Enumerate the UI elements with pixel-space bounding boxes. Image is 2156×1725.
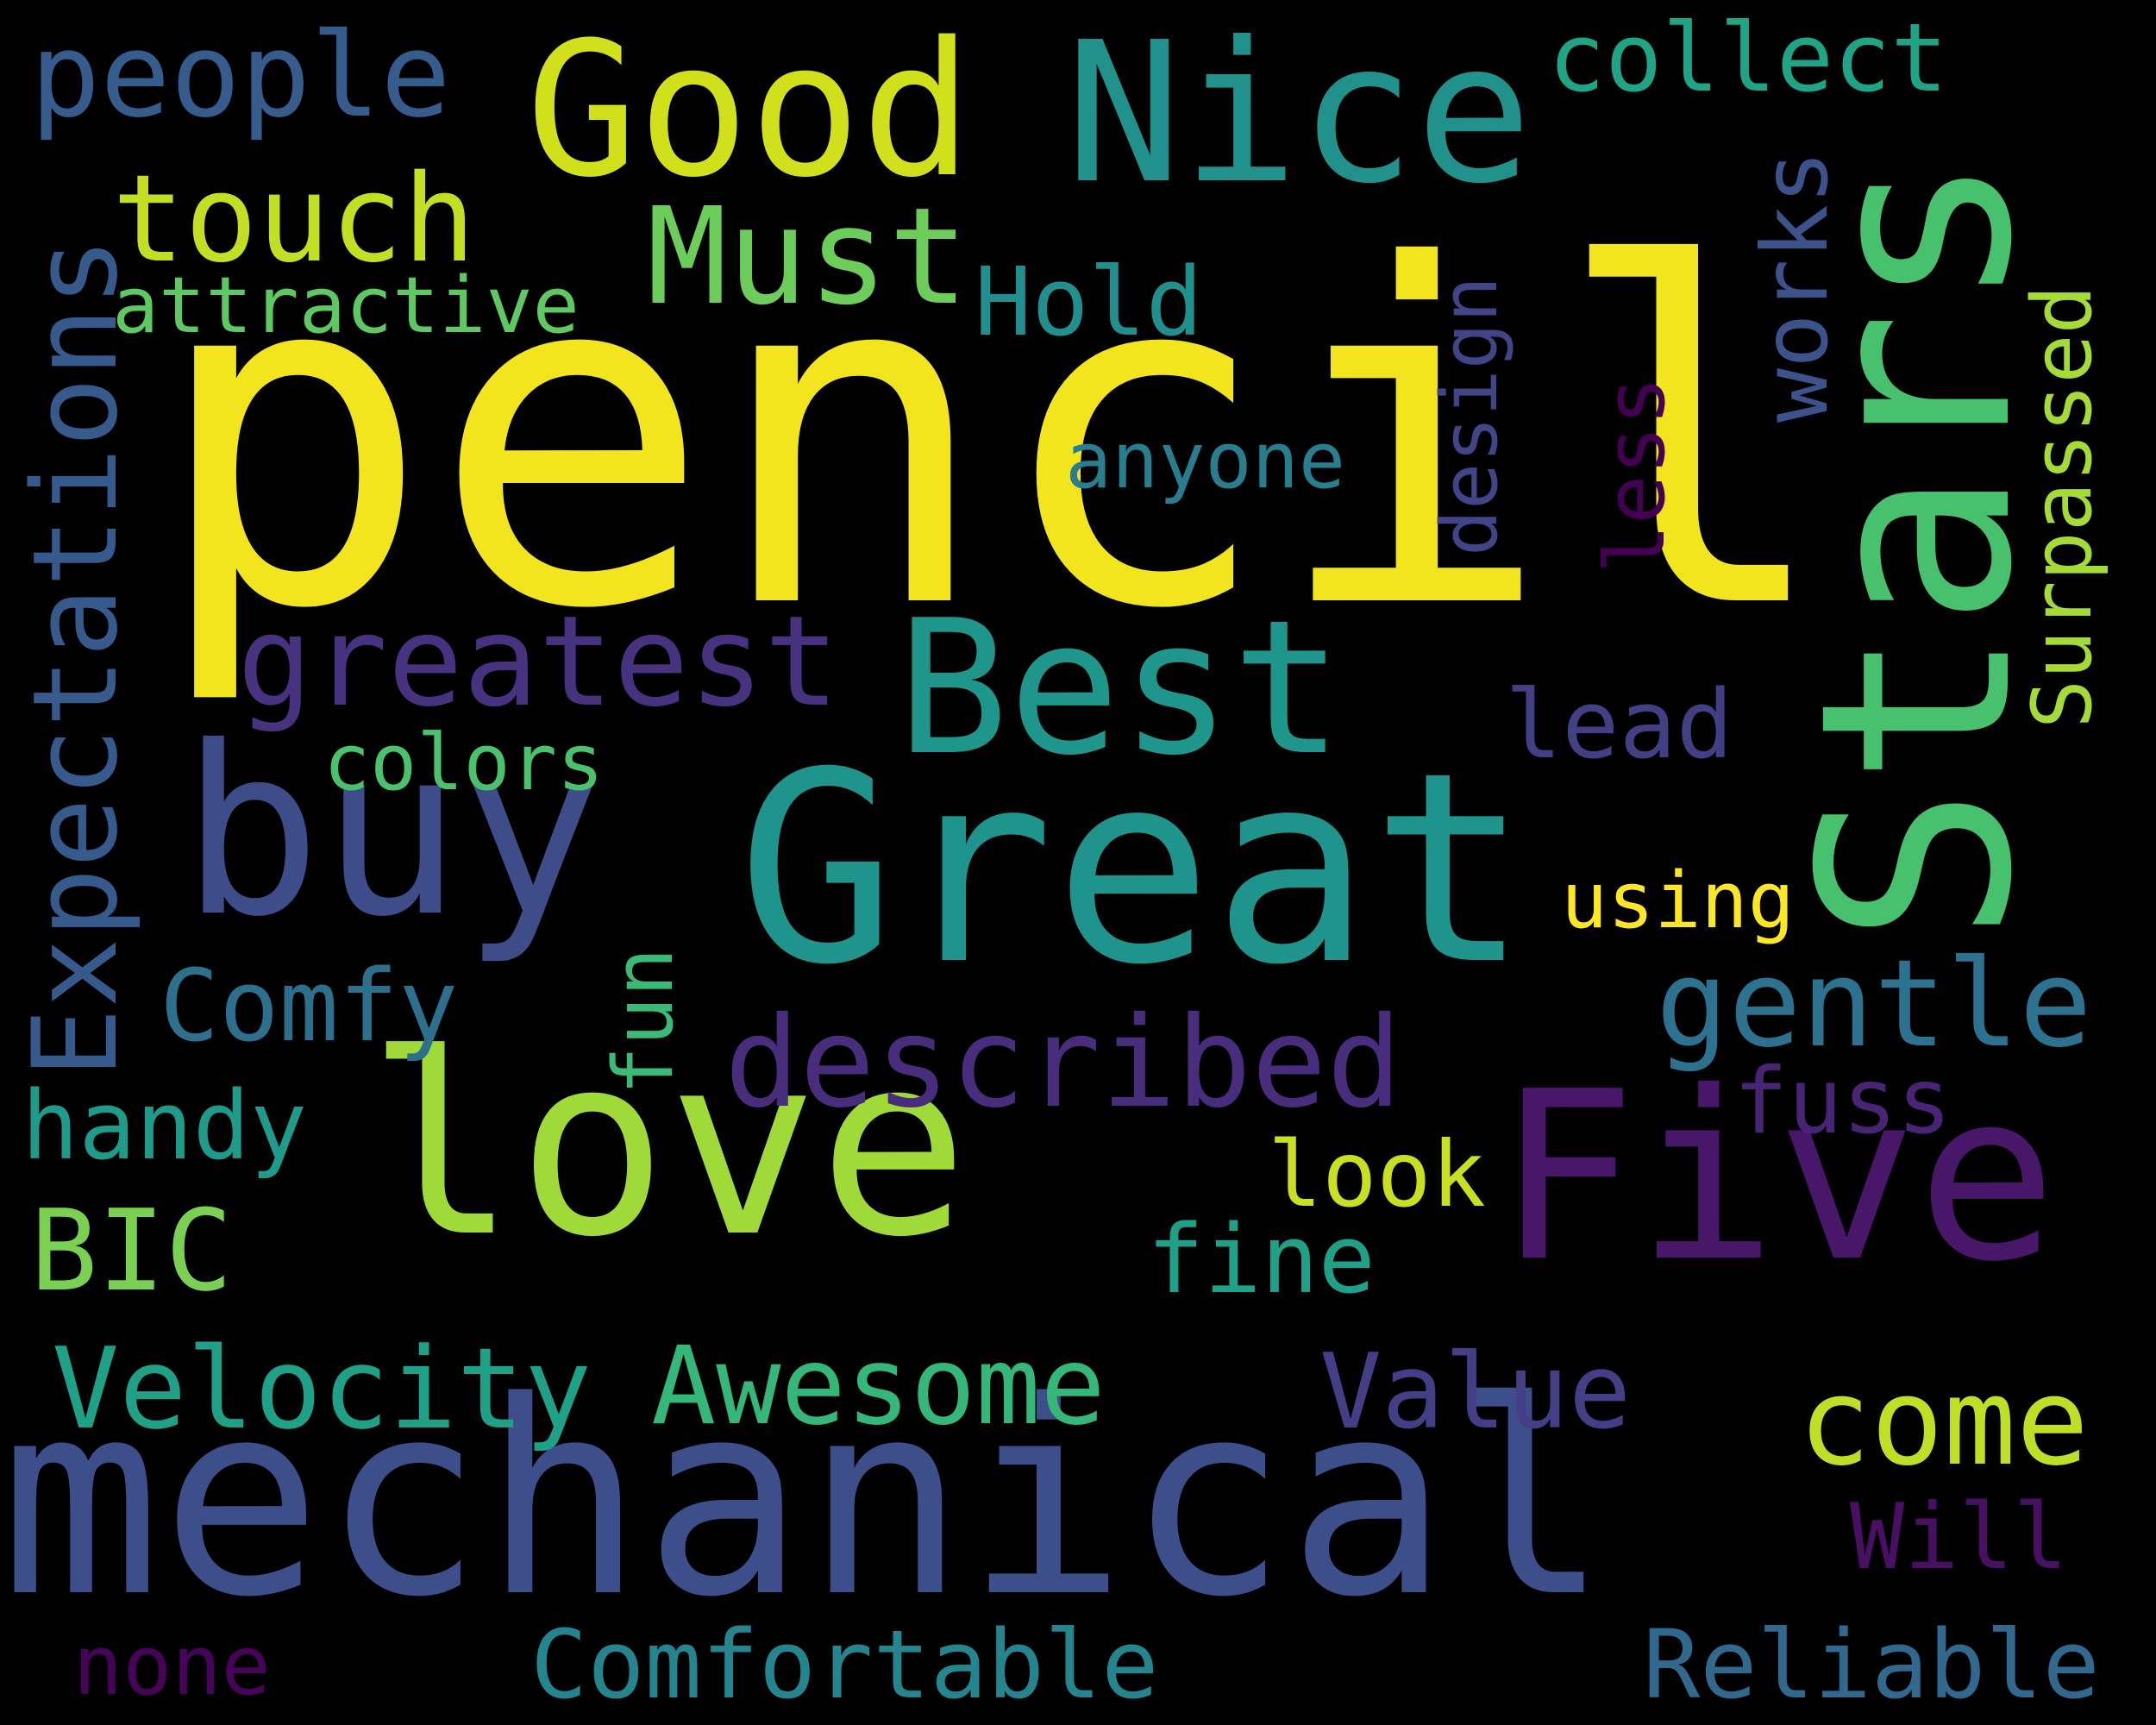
word-mechanical: mechanical [0,1345,1610,1656]
word-bic: BIC [30,1185,233,1316]
word-pencil: pencil [151,169,1833,711]
word-using: using [1561,856,1795,946]
word-comfortable: Comfortable [530,1609,1159,1720]
word-none: none [73,1619,271,1714]
word-fuss: fuss [1733,1049,1952,1154]
word-attractive: attractive [112,260,580,351]
word-must: Must [647,179,969,335]
word-will: Will [1850,1484,2068,1590]
word-greatest: greatest [237,589,840,735]
word-reliable: Reliable [1643,1609,2100,1720]
word-people: people [30,8,451,143]
word-best: Best [897,580,1344,796]
word-love: love [367,1001,969,1292]
word-described: described [724,990,1402,1136]
word-hold: Hold [975,247,1203,357]
word-surpassed: Surpassed [2015,285,2110,729]
word-fun: fun [597,947,692,1095]
word-come: come [1798,1352,2090,1493]
word-look: look [1268,1122,1486,1227]
word-nice: Nice [1065,1,1532,227]
word-velocity: Velocity [52,1323,592,1454]
word-handy: handy [22,1070,308,1181]
word-less: less [1589,376,1683,574]
word-comfy: Comfy [160,949,459,1064]
word-great: Great [737,716,1530,1022]
word-touch: touch [112,149,476,290]
word-anyone: anyone [1065,416,1346,506]
word-works: works [1743,149,1848,423]
word-good: Good [526,2,973,218]
word-gentle: gentle [1656,934,2092,1075]
word-value: Value [1319,1333,1632,1452]
word-awesome: Awesome [651,1324,1106,1449]
word-expectations: Expectations [8,236,143,1078]
word-lead: lead [1505,669,1733,780]
word-collect: collect [1548,3,1948,113]
word-design: design [1425,275,1515,556]
word-fine: fine [1147,1204,1376,1314]
word-five: Five [1496,1041,2058,1313]
word-buy: buy [181,696,602,968]
word-colors: colors [323,718,605,808]
